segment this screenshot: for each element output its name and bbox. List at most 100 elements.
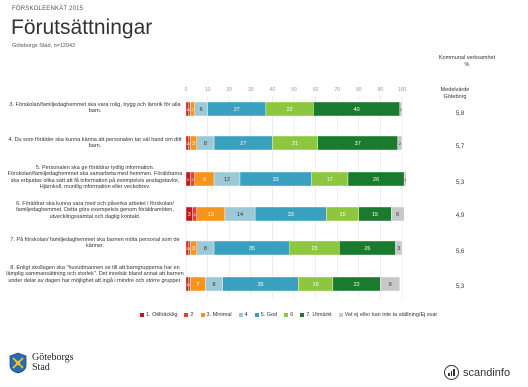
average-value-5: 5,3 [455, 180, 465, 186]
data-label-q6-s5: 33 [288, 212, 294, 218]
data-label-q6-s2: 2 [194, 212, 197, 217]
x-tick-label: 50 [291, 87, 297, 93]
data-label-q4-s4: 8 [204, 141, 207, 147]
kommunal-title: Kommunal verksamhet [438, 55, 496, 61]
data-label-q8-s6: 16 [313, 282, 319, 288]
average-value-3: 5,8 [455, 111, 465, 117]
data-label-q3-s2: 1 [188, 107, 191, 112]
goteborg-logo-line2: Stad [32, 362, 50, 373]
x-tick-label: 60 [313, 87, 319, 93]
page-title: Förutsättningar [11, 16, 153, 39]
data-label-q8-s5: 35 [257, 282, 263, 288]
average-value-7: 5,6 [455, 249, 465, 255]
legend-label: 2 [190, 312, 194, 318]
data-label-q3-s1: 1 [186, 107, 189, 112]
data-label-q8-s8: 9 [389, 282, 392, 288]
scandinfo-bars-icon [444, 365, 459, 380]
data-label-q5-s4: 12 [224, 177, 230, 183]
data-label-q4-s5: 27 [240, 141, 246, 147]
data-label-q6-s7: 15 [372, 212, 378, 218]
x-tick-label: 20 [226, 87, 232, 93]
legend-label: 3. Minimal [206, 312, 232, 318]
data-label-q7-s1: 1 [186, 246, 189, 251]
legend-item: 7. Utmärkt [300, 312, 332, 318]
legend-item: 3. Minimal [200, 312, 232, 318]
legend-swatch [184, 313, 189, 317]
data-label-q4-s7: 37 [355, 141, 361, 147]
x-tick-label: 30 [248, 87, 254, 93]
legend-item: 1. Otillräcklig [140, 312, 177, 318]
average-value-6: 4,9 [455, 213, 465, 219]
data-label-q3-s6: 22 [287, 107, 293, 113]
legend-item: 5. God [254, 312, 278, 318]
data-label-q7-s4: 8 [204, 246, 207, 252]
data-label-q4-s2: 1 [188, 141, 191, 146]
question-text-3: 3. Förskolan/familjedaghemmet ska vara r… [9, 102, 181, 115]
data-label-q5-s2: 2 [191, 177, 194, 182]
data-label-q7-s2: 1 [188, 246, 191, 251]
data-label-q5-s3: 9 [203, 177, 206, 183]
data-label-q4-s6: 21 [292, 141, 298, 147]
data-label-q4-s3: 3 [192, 141, 195, 147]
legend-label: Vet ej eller kan inte ta ställning/Ej sv… [344, 312, 438, 318]
legend-label: 1. Otillräcklig [146, 312, 178, 318]
legend-swatch [284, 313, 289, 317]
bar-segment-q5-s8 [403, 171, 407, 187]
goteborg-logo-text: Göteborgs Stad [32, 353, 73, 373]
kommunal-unit: % [464, 62, 470, 68]
x-tick-label: 10 [205, 87, 211, 93]
legend-label: 4 [244, 312, 248, 318]
data-label-q6-s1: 3 [188, 212, 191, 218]
data-label-q5-s6: 17 [327, 177, 333, 183]
chart-legend: 1. Otillräcklig 2 3. Minimal 4 5. God 6 7. Utm… [140, 312, 437, 318]
data-label-q7-s8: 3 [397, 246, 400, 252]
legend-swatch [238, 313, 243, 317]
question-text-8: 8. Enligt skollagen ska "huvudmannen se … [6, 265, 184, 284]
x-tick-label: 40 [270, 87, 276, 93]
data-label-q6-s4: 14 [237, 212, 243, 218]
data-label-q6-s6: 15 [340, 212, 346, 218]
medelvarde-header: Medelvärde Göteborg [430, 87, 480, 101]
data-label-q8-s2: 1 [188, 282, 191, 287]
data-label-q6-s3: 13 [208, 212, 214, 218]
medelvarde-title: Medelvärde [440, 87, 470, 93]
legend-swatch [300, 313, 305, 317]
goteborg-logo: Göteborgs Stad [8, 352, 73, 374]
bar-segment-q4-s8 [397, 135, 403, 151]
legend-item: 4 [238, 312, 248, 318]
data-label-q7-s6: 23 [311, 246, 317, 252]
question-text-6: 6. Föräldrar ska kunna vara med och påve… [16, 201, 174, 220]
data-label-q3-s3: 2 [191, 107, 194, 112]
x-tick-label: 90 [378, 87, 384, 93]
goteborg-logo-line1: Göteborgs [32, 352, 74, 363]
legend-swatch [338, 313, 343, 317]
legend-item: 2 [184, 312, 194, 318]
legend-label: 5. God [260, 312, 278, 318]
legend-label: 6 [290, 312, 294, 318]
data-label-q8-s7: 22 [354, 282, 360, 288]
question-text-7: 7. På förskolan/ familjedaghemmet ska ba… [10, 237, 180, 250]
kommunal-header: Kommunal verksamhet % [432, 55, 502, 69]
bar-segment-q7-s8 [395, 240, 403, 256]
x-tick-label: 80 [356, 87, 362, 93]
data-label-q3-s5: 27 [234, 107, 240, 113]
bar-segment-q6-s8 [391, 206, 405, 222]
report-kicker: FÖRSKOLEENKÄT 2015 [12, 6, 84, 12]
legend-label: 7. Utmärkt [306, 312, 332, 318]
data-label-q8-s3: 7 [196, 282, 199, 288]
data-label-q6-s8: 6 [396, 212, 399, 218]
data-label-q8-s1: 1 [186, 282, 189, 287]
scandinfo-logo-text: scandinfo [463, 366, 511, 379]
legend-swatch [254, 313, 259, 317]
data-label-q7-s5: 35 [249, 246, 255, 252]
data-label-q8-s4: 8 [213, 282, 216, 288]
x-tick-label: 100 [398, 87, 407, 93]
bar-segment-q3-s8 [399, 101, 403, 117]
legend-swatch [200, 313, 205, 317]
data-label-q4-s8: 2 [399, 141, 402, 146]
data-label-q5-s5: 33 [273, 177, 279, 183]
page-subtitle: Göteborgs Stad, n=12042 [12, 43, 76, 49]
question-text-4: 4. Du som förälder ska kunna känna att p… [8, 137, 182, 150]
data-label-q7-s3: 3 [192, 246, 195, 252]
